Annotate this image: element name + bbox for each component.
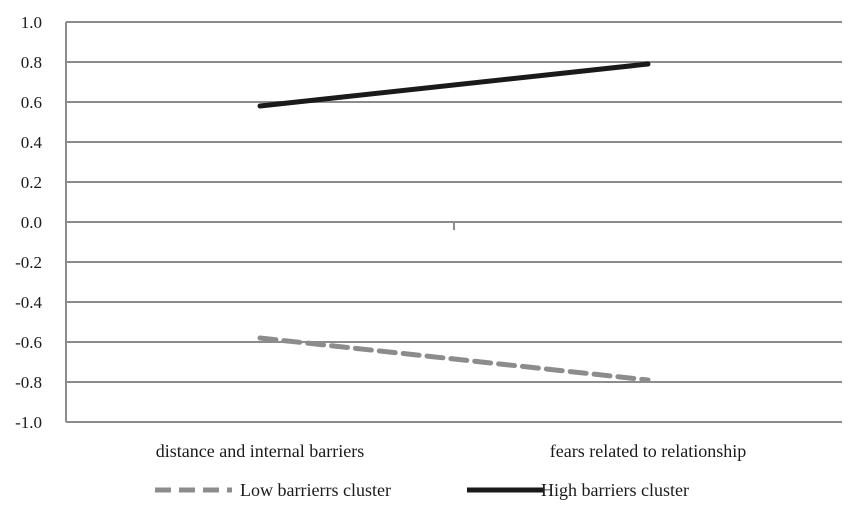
y-tick-label: 0.0	[21, 213, 42, 232]
x-axis-category-labels: distance and internal barriers fears rela…	[156, 441, 746, 461]
x-category-label: fears related to relationship	[550, 441, 746, 461]
gridlines	[66, 21, 842, 423]
y-tick-label: -0.4	[15, 293, 42, 312]
y-tick-label: -0.6	[15, 333, 42, 352]
y-tick-label: 1.0	[21, 13, 42, 32]
y-tick-label: 0.2	[21, 173, 42, 192]
y-tick-label: -0.8	[15, 373, 42, 392]
series-line	[257, 335, 651, 383]
legend-label: Low barrierrs cluster	[240, 480, 391, 500]
y-axis-tick-labels: 1.0 0.8 0.6 0.4 0.2 0.0 -0.2 -0.4 -0.6 -0.8 -1.0	[15, 13, 42, 432]
x-category-label: distance and internal barriers	[156, 441, 364, 461]
y-tick-label: -1.0	[15, 413, 42, 432]
y-tick-label: 0.8	[21, 53, 42, 72]
y-tick-label: 0.4	[21, 133, 43, 152]
series-lines	[257, 61, 651, 383]
y-tick-label: 0.6	[21, 93, 42, 112]
y-tick-label: -0.2	[15, 253, 42, 272]
legend-label: High barriers cluster	[541, 480, 689, 500]
series-line	[257, 61, 651, 109]
legend: Low barrierrs cluster High barriers clust…	[155, 480, 689, 500]
